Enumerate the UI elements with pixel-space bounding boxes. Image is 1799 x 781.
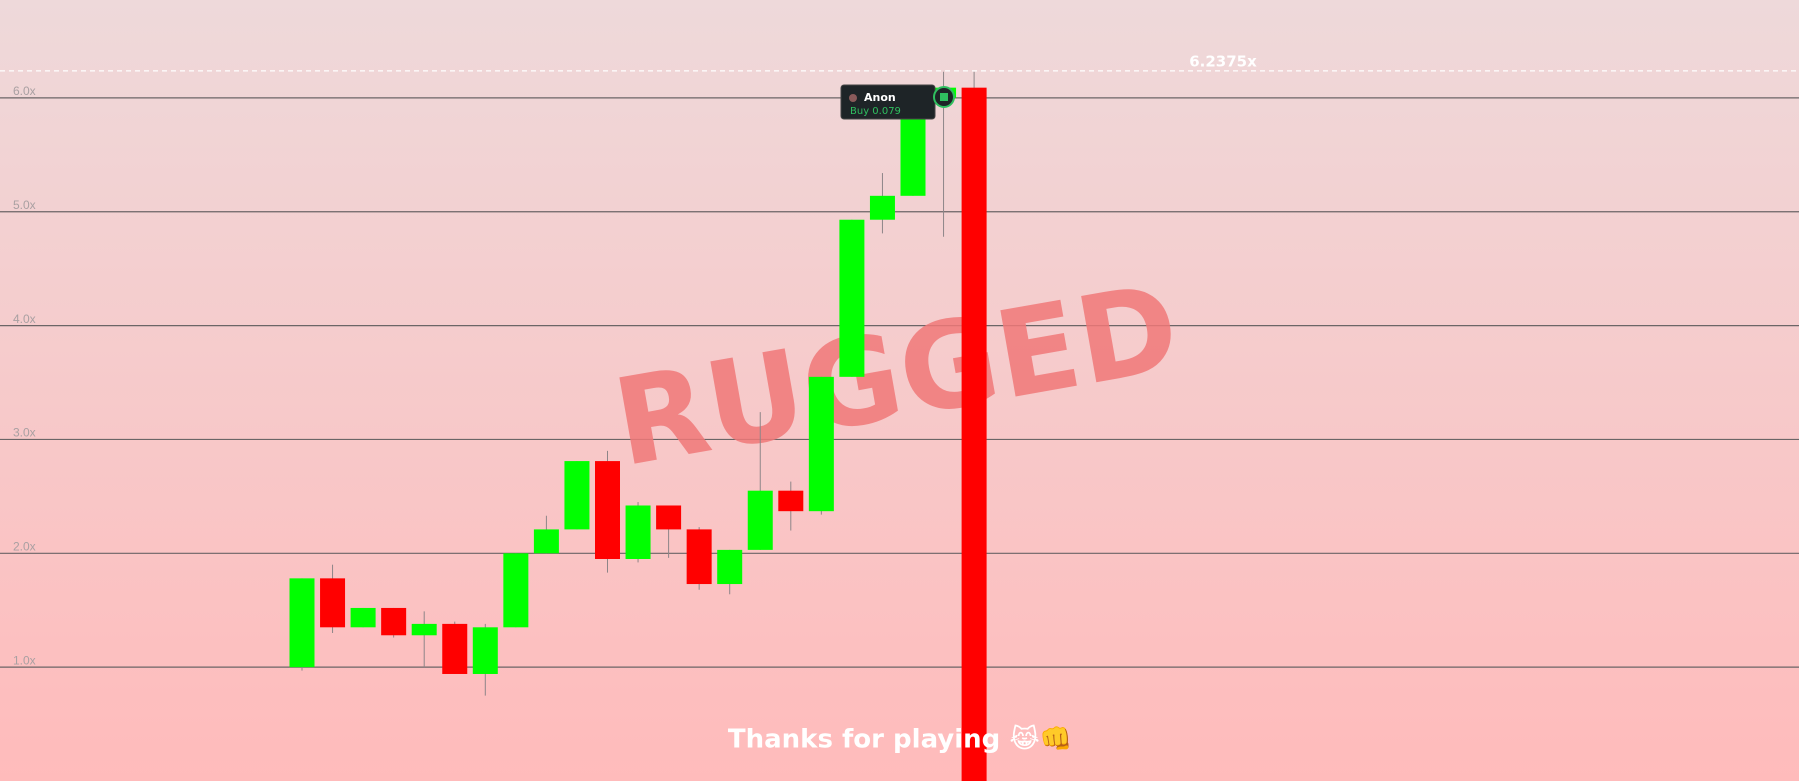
candle-body [503,553,529,628]
candle-body [533,529,559,554]
candle-body [747,490,773,550]
tooltip: Anon Buy 0.079 [840,84,955,120]
y-tick-label: 1.0x [13,653,36,667]
candle-body [564,461,590,530]
trade-marker-icon [940,93,948,101]
tooltip-text: Buy 0.079 [850,106,901,117]
candle-body [595,461,620,559]
candle-body [656,505,682,530]
footer: Thanks for playing 😹👊 [728,725,1072,755]
candle-body [717,549,743,585]
candles [289,71,987,781]
candle-body [350,607,376,628]
y-tick-label: 5.0x [13,198,36,212]
candle-body [472,627,498,674]
candle-body [320,578,346,628]
candle-body [289,578,315,668]
tooltip-name: Anon [864,91,896,104]
avatar [849,94,857,102]
y-tick-label: 4.0x [13,312,36,326]
candle-body [839,219,865,377]
candle-body [961,87,987,781]
candle-body [381,607,407,636]
candle-body [411,623,437,636]
candle-body [808,376,834,512]
candle-body [778,490,804,512]
y-tick-label: 6.0x [13,84,36,98]
candle-body [686,529,712,585]
price-label: 6.2375x [1189,52,1257,70]
candle-body [869,195,895,220]
y-tick-label: 2.0x [13,539,36,553]
y-tick-label: 3.0x [13,426,36,440]
candle-body [442,623,468,674]
candle-body [625,505,651,559]
